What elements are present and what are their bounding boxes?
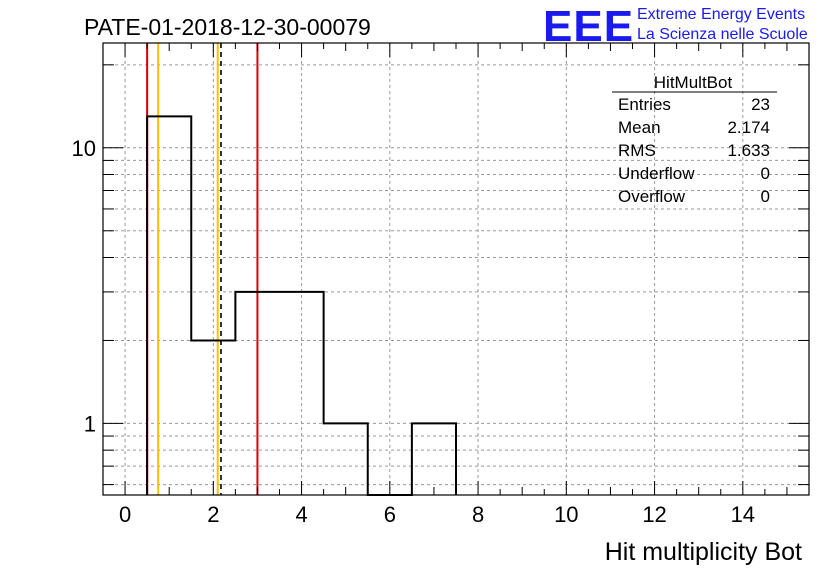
x-axis-label: Hit multiplicity Bot	[605, 538, 802, 566]
stats-row-value: 1.633	[727, 141, 770, 160]
x-tick-label: 14	[731, 502, 755, 527]
x-tick-label: 6	[384, 502, 396, 527]
stats-box: HitMultBot Entries 23 Mean 2.174 RMS 1.633 Und…	[612, 73, 777, 206]
chart-title: PATE-01-2018-12-30-00079	[84, 14, 371, 40]
logo-line-2: La Scienza nelle Scuole	[637, 26, 808, 43]
histogram-series	[146, 115, 457, 496]
x-tick-label: 10	[554, 502, 578, 527]
logo-mark: EEE	[543, 2, 634, 51]
stats-row-label: Entries	[618, 95, 671, 114]
logo-line-1: Extreme Energy Events	[637, 6, 805, 23]
stats-row-label: Overflow	[618, 187, 686, 206]
tick-labels: 0 2 4 6 8 10 12 14 1 10	[72, 136, 756, 527]
stats-row-value: 2.174	[727, 118, 770, 137]
x-tick-label: 8	[472, 502, 484, 527]
x-tick-label: 4	[295, 502, 307, 527]
stats-row-label: Underflow	[618, 164, 695, 183]
x-tick-label: 0	[119, 502, 131, 527]
stats-row-label: Mean	[618, 118, 661, 137]
marker-lines	[146, 43, 259, 495]
x-tick-label: 2	[207, 502, 219, 527]
stats-row-value: 23	[751, 95, 770, 114]
y-tick-label: 1	[84, 411, 96, 436]
stats-row-label: RMS	[618, 141, 656, 160]
histogram-outline	[146, 115, 457, 496]
stats-row-value: 0	[761, 187, 770, 206]
grid	[103, 43, 809, 495]
stats-rows: Entries 23 Mean 2.174 RMS 1.633 Underflow 0 Over…	[618, 95, 770, 206]
eee-logo: EEE Extreme Energy Events La Scienza nel…	[543, 2, 808, 51]
axis-ticks	[103, 43, 809, 495]
x-tick-label: 12	[642, 502, 666, 527]
stats-title: HitMultBot	[654, 73, 733, 92]
stats-row-value: 0	[761, 164, 770, 183]
y-tick-label: 10	[72, 136, 96, 161]
